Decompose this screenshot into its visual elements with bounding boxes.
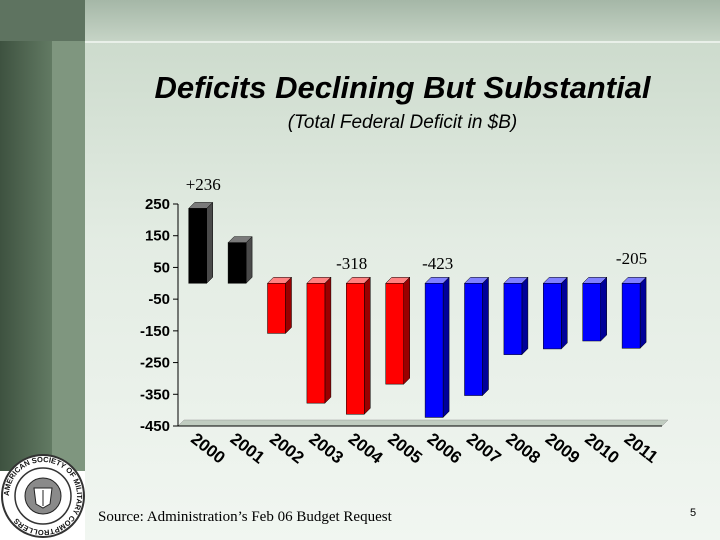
y-tick-label: -150 xyxy=(140,323,170,340)
x-tick-label: 2008 xyxy=(502,429,544,467)
bar-side xyxy=(639,276,647,349)
bar-2001 xyxy=(227,242,247,284)
left-bar xyxy=(0,41,52,471)
bar-2005 xyxy=(385,283,404,385)
data-label: -318 xyxy=(336,254,367,273)
bar-side xyxy=(285,276,292,334)
y-tick-label: -350 xyxy=(140,386,170,403)
bar-2008 xyxy=(503,283,523,355)
x-tick-label: 2010 xyxy=(581,429,623,467)
bar-2007 xyxy=(464,283,483,396)
y-tick-label: -250 xyxy=(140,355,170,372)
x-tick-label: 2007 xyxy=(463,429,505,467)
x-tick-label: 2001 xyxy=(227,429,269,467)
page-number: 5 xyxy=(690,507,697,519)
bar-side xyxy=(521,276,529,356)
x-tick-label: 2000 xyxy=(187,429,229,467)
bar-side xyxy=(600,276,607,342)
top-band-highlight xyxy=(85,0,720,41)
bar-side xyxy=(245,236,253,284)
x-tick-label: 2011 xyxy=(621,429,662,467)
bar-side xyxy=(206,201,213,284)
y-tick-label: -450 xyxy=(140,418,170,435)
bar-side xyxy=(482,276,489,397)
bar-2010 xyxy=(582,283,601,342)
bar-side xyxy=(561,276,568,350)
x-tick-label: 2003 xyxy=(305,429,347,467)
bar-side xyxy=(442,276,450,419)
x-tick-label: 2009 xyxy=(542,429,584,467)
bar-2002 xyxy=(267,283,286,334)
bar-side xyxy=(403,276,410,385)
x-tick-label: 2006 xyxy=(424,429,466,467)
asmc-seal-logo: AMERICAN SOCIETY OF MILITARY COMPTROLLER… xyxy=(1,454,85,538)
chart-floor xyxy=(177,419,669,427)
y-tick-label: 250 xyxy=(145,196,170,213)
x-tick-label: 2002 xyxy=(266,429,308,467)
bar-2000 xyxy=(188,208,207,284)
bar-side xyxy=(364,276,371,415)
y-tick-label: -50 xyxy=(148,291,170,308)
data-label: -423 xyxy=(422,254,453,273)
bar-2003 xyxy=(306,283,326,404)
bar-2006 xyxy=(424,283,444,418)
x-tick-label: 2004 xyxy=(345,429,387,468)
y-tick-label: 50 xyxy=(153,259,170,276)
slide-subtitle: (Total Federal Deficit in $B) xyxy=(287,112,518,133)
bar-2004 xyxy=(346,283,365,415)
bar-2011 xyxy=(621,283,641,349)
data-label: +236 xyxy=(186,175,221,194)
x-tick-label: 2005 xyxy=(384,429,426,467)
y-tick-label: 150 xyxy=(145,228,170,245)
data-label: -205 xyxy=(616,249,647,268)
left-bar-inner xyxy=(52,41,85,471)
slide-title: Deficits Declining But Substantial xyxy=(154,70,651,105)
divider xyxy=(85,41,720,43)
bar-side xyxy=(324,276,332,404)
bar-2009 xyxy=(543,283,562,350)
source-note: Source: Administration’s Feb 06 Budget R… xyxy=(98,509,392,525)
